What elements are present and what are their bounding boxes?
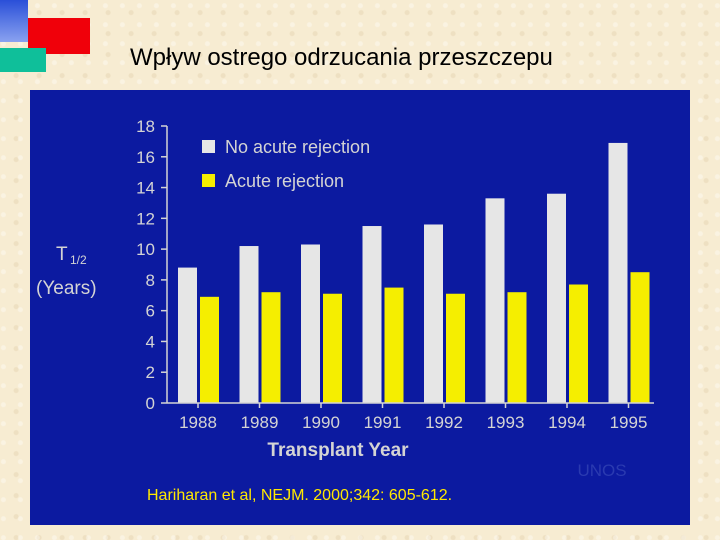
bar-no-acute-rejection — [362, 226, 382, 403]
x-tick-label: 1990 — [302, 413, 340, 432]
bar-no-acute-rejection — [547, 193, 566, 403]
legend-label-acute-rejection: Acute rejection — [225, 171, 344, 191]
slide-title: Wpływ ostrego odrzucania przeszczepu — [130, 44, 553, 71]
bar-acute-rejection — [446, 293, 465, 403]
legend-swatch-no-acute-rejection — [202, 140, 215, 153]
x-axis-title: Transplant Year — [267, 440, 409, 461]
x-axis: 1988 1989 1990 1991 1992 1993 1994 1995 — [167, 402, 654, 432]
bar-no-acute-rejection — [608, 142, 628, 403]
y-axis-label-unit: (Years) — [36, 278, 97, 299]
decor-blue-block — [0, 0, 28, 42]
bar-no-acute-rejection — [239, 246, 259, 403]
bar-acute-rejection — [569, 284, 588, 403]
bar-acute-rejection — [507, 292, 527, 403]
bars-group — [178, 142, 650, 403]
x-tick-label: 1991 — [364, 413, 402, 432]
bar-no-acute-rejection — [178, 267, 197, 403]
bar-chart: T 1/2 (Years) No acute rejection Acute re… — [36, 117, 654, 504]
bar-acute-rejection — [384, 287, 404, 403]
legend-label-no-acute-rejection: No acute rejection — [225, 137, 370, 157]
bar-acute-rejection — [323, 293, 342, 403]
y-axis-label-sub: 1/2 — [70, 253, 87, 267]
x-tick-label: 1993 — [487, 413, 525, 432]
watermark-text: UNOS — [577, 461, 626, 480]
y-axis-label: T 1/2 (Years) — [36, 244, 97, 299]
y-tick-label: 2 — [146, 363, 155, 382]
y-tick-label: 4 — [146, 332, 155, 351]
bar-acute-rejection — [630, 272, 650, 403]
y-tick-label: 8 — [146, 271, 155, 290]
bar-no-acute-rejection — [424, 224, 443, 403]
y-tick-label: 14 — [136, 179, 155, 198]
y-tick-label: 0 — [146, 394, 155, 413]
x-tick-label: 1992 — [425, 413, 463, 432]
y-tick-label: 6 — [146, 302, 155, 321]
x-tick-label: 1988 — [179, 413, 217, 432]
x-tick-label: 1989 — [241, 413, 279, 432]
y-tick-label: 10 — [136, 240, 155, 259]
legend-swatch-acute-rejection — [202, 174, 215, 187]
y-tick-label: 16 — [136, 148, 155, 167]
bar-no-acute-rejection — [485, 198, 505, 403]
source-citation: Hariharan et al, NEJM. 2000;342: 605-612… — [147, 487, 452, 504]
y-axis-label-main: T — [56, 244, 68, 265]
bar-acute-rejection — [200, 296, 219, 403]
y-tick-label: 18 — [136, 117, 155, 136]
decor-teal-block — [0, 48, 46, 72]
chart-panel: T 1/2 (Years) No acute rejection Acute re… — [30, 90, 690, 525]
x-tick-label: 1994 — [548, 413, 586, 432]
chart-legend: No acute rejection Acute rejection — [202, 137, 370, 191]
y-axis: 0 2 4 6 8 10 12 14 16 18 — [136, 117, 168, 413]
bar-no-acute-rejection — [301, 244, 320, 403]
x-tick-label: 1995 — [610, 413, 648, 432]
y-tick-label: 12 — [136, 209, 155, 228]
bar-acute-rejection — [261, 292, 281, 403]
